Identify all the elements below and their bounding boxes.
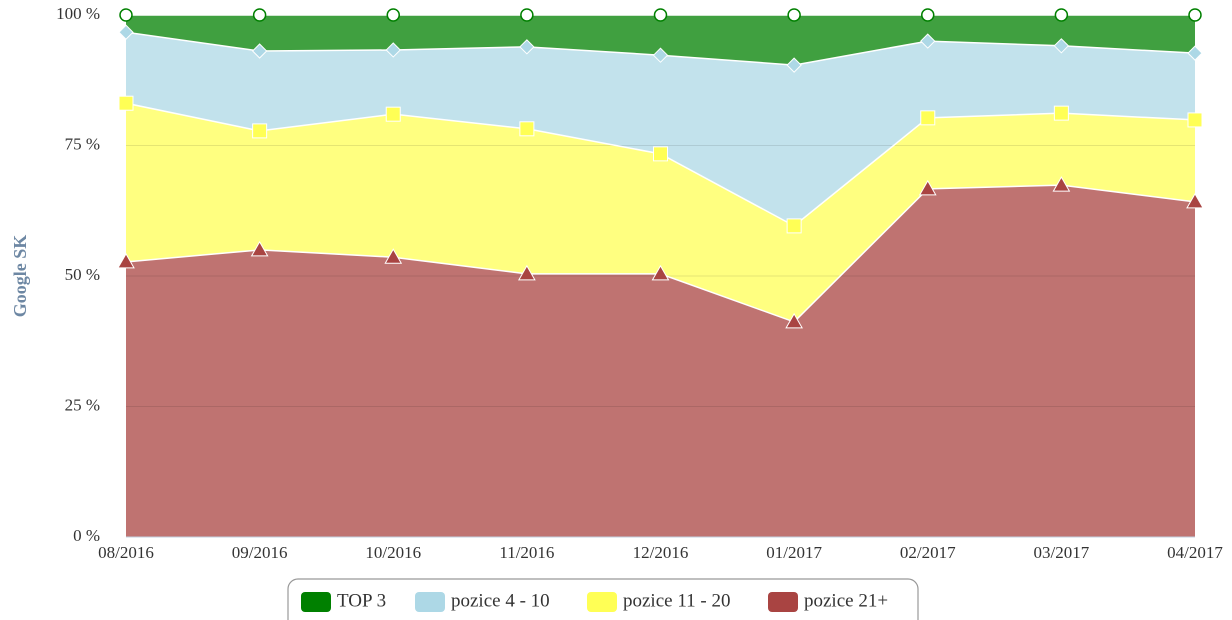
marker (519, 121, 535, 137)
marker (1187, 112, 1203, 128)
y-tick-label: 50 % (65, 265, 100, 284)
marker (384, 248, 403, 264)
marker (920, 110, 936, 126)
marker (385, 42, 401, 58)
area (126, 32, 1195, 226)
marker (1188, 8, 1202, 22)
x-tick-label: 11/2016 (499, 543, 554, 562)
marker (652, 47, 669, 63)
y-tick-label: 0 % (73, 526, 100, 545)
area (126, 185, 1195, 537)
marker (921, 8, 935, 22)
marker (118, 95, 134, 111)
marker (252, 8, 267, 22)
x-tick-label: 10/2016 (365, 543, 421, 562)
marker (1186, 192, 1204, 209)
y-tick-label: 75 % (65, 134, 100, 153)
legend-swatch (587, 592, 617, 612)
marker (1052, 176, 1071, 192)
marker (520, 8, 534, 22)
y-tick-label: 25 % (65, 395, 100, 414)
marker (1054, 8, 1069, 22)
marker (1053, 38, 1070, 54)
area (126, 15, 1195, 66)
x-tick-label: 04/2017 (1167, 543, 1223, 562)
x-tick-label: 12/2016 (633, 543, 689, 562)
y-axis-label: Google SK (10, 235, 30, 318)
legend-label: pozice 21+ (804, 590, 888, 611)
legend-swatch (301, 592, 331, 612)
x-tick-label: 02/2017 (900, 543, 956, 562)
marker (785, 312, 803, 329)
marker (119, 8, 133, 22)
marker (251, 43, 268, 59)
y-tick-label: 100 % (56, 4, 100, 23)
marker (117, 252, 135, 269)
x-tick-label: 03/2017 (1034, 543, 1090, 562)
legend-label: pozice 11 - 20 (623, 590, 730, 611)
marker (918, 179, 937, 196)
legend-label: pozice 4 - 10 (451, 590, 550, 611)
area (126, 103, 1195, 322)
marker (920, 33, 936, 49)
x-tick-label: 08/2016 (98, 543, 154, 562)
marker (651, 264, 670, 281)
marker (786, 57, 802, 73)
marker (653, 8, 668, 22)
marker (386, 8, 400, 22)
legend-swatch (768, 592, 798, 612)
marker (252, 123, 268, 139)
marker (250, 240, 269, 257)
marker (1187, 45, 1203, 61)
marker (518, 264, 536, 281)
marker (118, 24, 134, 40)
marker (385, 106, 401, 122)
marker (519, 39, 535, 55)
x-tick-label: 09/2016 (232, 543, 288, 562)
marker (1053, 105, 1069, 121)
legend-swatch (415, 592, 445, 612)
x-tick-label: 01/2017 (766, 543, 822, 562)
legend-label: TOP 3 (337, 590, 386, 611)
marker (786, 218, 802, 234)
marker (653, 146, 668, 162)
marker (787, 8, 801, 22)
